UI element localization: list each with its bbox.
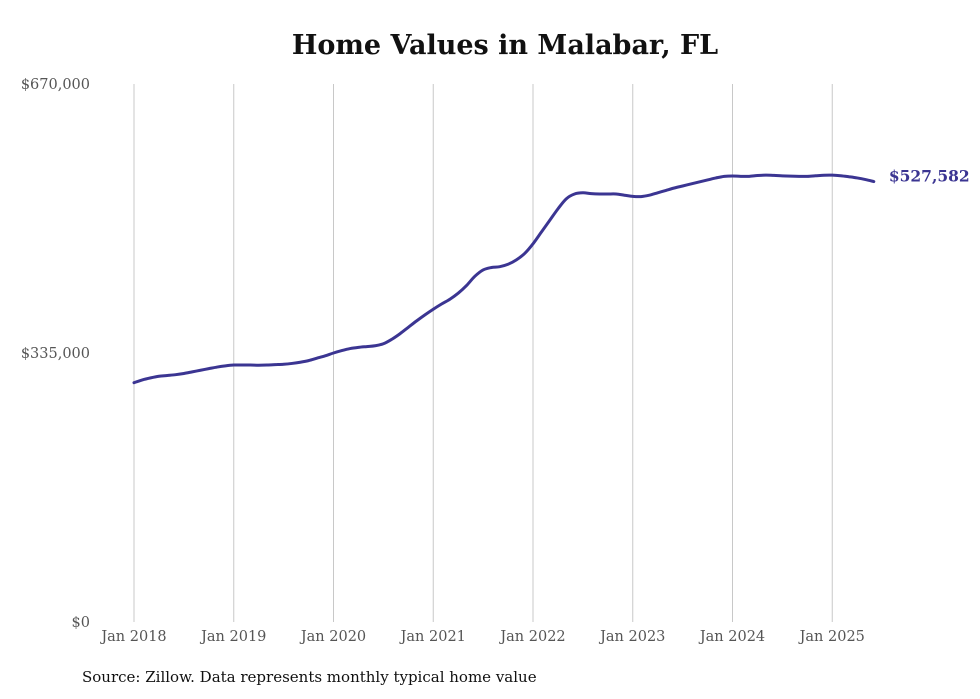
y-tick-label: $670,000 [21, 77, 90, 93]
x-tick-label: Jan 2025 [798, 629, 865, 645]
x-tick-label: Jan 2018 [99, 629, 166, 645]
x-tick-label: Jan 2020 [299, 629, 366, 645]
x-tick-label: Jan 2022 [498, 629, 565, 645]
x-tick-label: Jan 2024 [698, 629, 765, 645]
series-line [132, 173, 876, 385]
x-tick-label: Jan 2019 [199, 629, 266, 645]
x-tick-label: Jan 2021 [399, 629, 466, 645]
x-axis: Jan 2018 Jan 2019 Jan 2020 Jan 2021 Jan 2022… [99, 629, 865, 645]
end-value-label: $527,582 [889, 167, 970, 186]
y-axis: $0 $335,000 $670,000 [21, 77, 90, 631]
x-tick-label: Jan 2023 [598, 629, 665, 645]
grid-lines [133, 84, 833, 622]
chart-title: Home Values in Malabar, FL [291, 30, 719, 61]
source-note: Source: Zillow. Data represents monthly … [82, 668, 537, 686]
series-layer [132, 173, 876, 385]
y-tick-label: $335,000 [21, 346, 90, 362]
y-tick-label: $0 [72, 615, 90, 631]
end-label-layer: $527,582 [889, 167, 970, 186]
